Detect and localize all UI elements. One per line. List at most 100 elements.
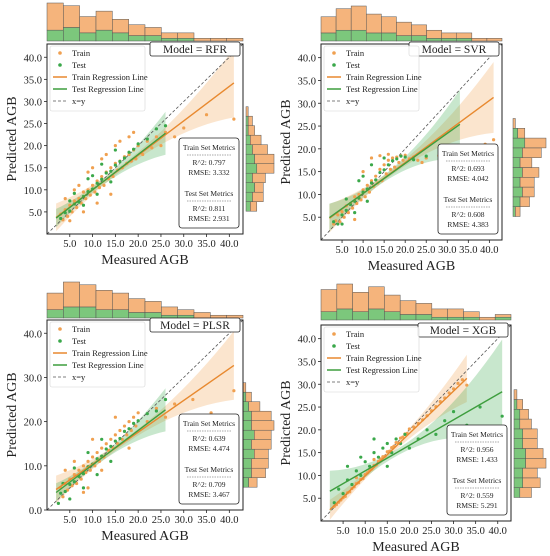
test-point: [378, 170, 382, 175]
right-hist-train-bar: [522, 167, 540, 178]
top-hist-test-bar: [79, 306, 97, 319]
right-hist-train-bar: [254, 153, 275, 164]
right-hist-train-bar: [254, 429, 272, 440]
test-point: [104, 171, 108, 175]
train-point: [72, 459, 76, 463]
train-point: [338, 220, 342, 224]
top-hist-train-bar: [399, 300, 417, 315]
right-hist-train-bar: [251, 420, 275, 431]
train-point: [81, 490, 86, 494]
x-tick-label: 10.0: [354, 245, 372, 256]
test-point: [340, 222, 344, 226]
x-tick-label: 20.0: [396, 245, 414, 256]
test-point: [336, 222, 340, 226]
model-label: Model = XGB: [417, 322, 509, 338]
legend-entry: Test Regression Line: [72, 360, 144, 370]
top-hist-train-bar: [161, 32, 178, 39]
top-hist-train-bar: [177, 32, 195, 39]
top-hist-test-bar: [350, 29, 367, 42]
model-label: Model = RFR: [149, 41, 241, 57]
train-point: [125, 433, 129, 437]
test-point: [163, 124, 168, 128]
train-point: [113, 144, 117, 148]
y-axis-label: Predicted AGB: [5, 372, 20, 457]
legend-entry: x=y: [346, 377, 360, 387]
train-point: [65, 214, 70, 218]
top-hist-test-bar: [494, 316, 512, 321]
x-tick-label: 20.0: [400, 526, 418, 537]
test-point: [154, 127, 158, 131]
top-hist-train-bar: [128, 298, 146, 313]
test-point: [354, 469, 358, 473]
metrics-test-rmse: RMSE: 2.931: [188, 214, 230, 223]
model-label-box: [149, 317, 241, 333]
metrics-test-r2: R^2: 0.608: [451, 210, 484, 219]
x-tick-label: 35.0: [466, 526, 484, 537]
test-point: [118, 159, 122, 164]
train-point: [113, 415, 117, 419]
top-hist-train-bar: [63, 281, 80, 308]
top-hist-train-bar: [95, 10, 113, 31]
train-point: [72, 188, 76, 192]
test-point: [403, 155, 407, 159]
metrics-frame: [178, 413, 240, 505]
x-tick-label: 30.0: [175, 239, 193, 250]
right-hist-test-bar: [512, 177, 521, 188]
train-point: [372, 457, 376, 462]
right-hist-train-bar: [519, 418, 532, 430]
legend-box: [49, 45, 146, 112]
train-point: [132, 415, 136, 419]
test-point: [122, 429, 127, 433]
top-hist-train-bar: [431, 308, 448, 318]
test-point: [136, 419, 140, 423]
train-point: [109, 437, 113, 441]
panel-2: 5.0 10.0 15.0 20.0 25.0 30.0 35.0 40.05.010.015…: [279, 5, 547, 274]
top-hist-test-bar: [63, 27, 80, 42]
test-point: [403, 432, 407, 436]
y-tick-label: 5.0: [303, 494, 316, 505]
test-point: [344, 197, 348, 201]
test-point: [344, 208, 348, 212]
model-label-text: Model = PLSR: [160, 320, 230, 332]
right-hist-train-bar: [256, 163, 275, 174]
train-point: [63, 197, 67, 201]
test-point: [109, 444, 113, 448]
metrics-test-title: Test Set Metrics: [185, 189, 234, 198]
train-point: [100, 446, 104, 450]
metrics-frame: [437, 143, 499, 235]
legend-box: [323, 45, 420, 112]
x-tick-label: 25.0: [422, 526, 440, 537]
right-hist-test-bar: [512, 157, 521, 168]
top-hist-train-bar: [226, 38, 244, 42]
train-point: [150, 146, 154, 150]
train-point: [397, 160, 401, 165]
test-point: [361, 174, 365, 178]
x-tick-label: 35.0: [197, 515, 215, 526]
test-point: [72, 466, 76, 470]
metrics-train-r2: R^2: 0.797: [192, 158, 225, 167]
y-tick-label: 15.0: [298, 168, 316, 179]
top-hist-train-bar: [95, 290, 113, 310]
legend-entry: x=y: [72, 372, 86, 382]
top-hist-test-bar: [63, 306, 80, 319]
top-hist-train-bar: [46, 292, 64, 310]
x-tick-label: 5.0: [337, 526, 350, 537]
test-point: [81, 486, 86, 490]
train-point: [72, 199, 76, 203]
x-tick-label: 30.0: [175, 515, 193, 526]
right-hist-train-bar: [525, 458, 547, 469]
x-axis-label: Measured AGB: [101, 253, 189, 268]
metrics-train-r2: R^2: 0.956: [460, 445, 493, 454]
top-hist-test-bar: [396, 35, 412, 42]
right-hist-train-bar: [522, 428, 538, 439]
train-regression-line: [55, 364, 235, 491]
x-tick-label: 5.0: [63, 515, 76, 526]
test-point: [95, 192, 99, 196]
right-histogram: [512, 118, 547, 217]
right-hist-test-bar: [245, 115, 249, 126]
test-point: [63, 489, 67, 494]
test-point: [109, 169, 113, 173]
top-hist-test-bar: [112, 309, 129, 319]
metrics-train-rmse: RMSE: 4.042: [447, 174, 489, 183]
top-hist-train-bar: [320, 289, 338, 312]
